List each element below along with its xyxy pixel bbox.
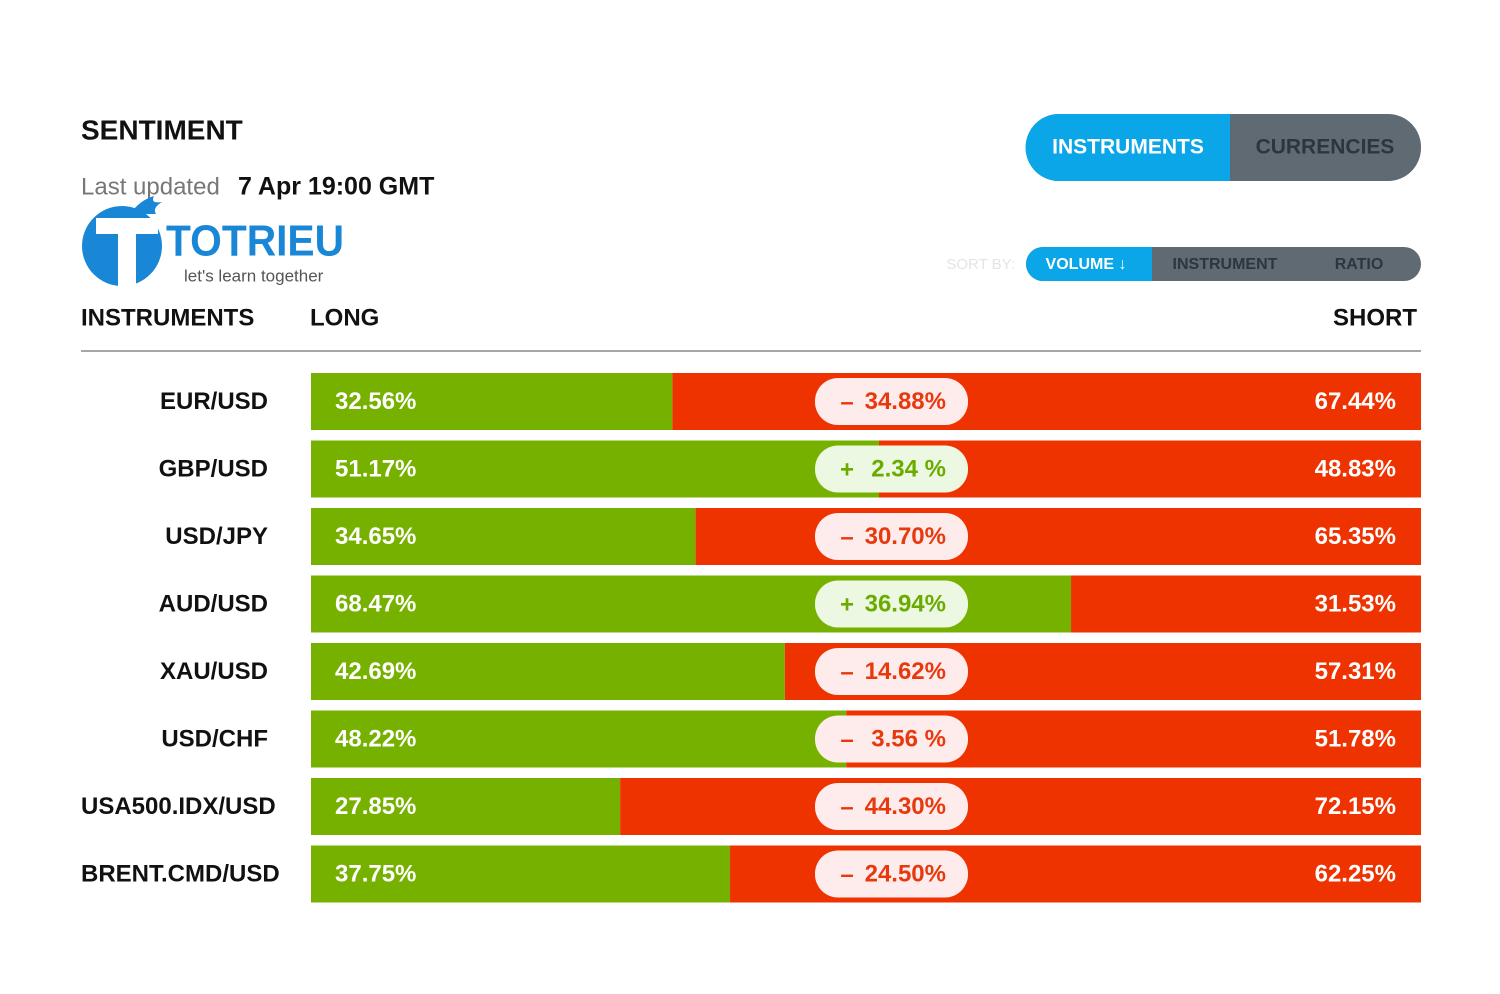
sort-option[interactable]: VOLUME ↓	[1046, 256, 1127, 273]
tab[interactable]: INSTRUMENTS	[1052, 136, 1204, 159]
sort-active-bg	[1026, 247, 1152, 281]
instrument-name: XAU/USD	[160, 658, 268, 685]
short-label: 67.44%	[1315, 388, 1396, 415]
instrument-name: USA500.IDX/USD	[81, 793, 276, 820]
logo-tagline: let's learn together	[184, 266, 324, 285]
column-header: LONG	[310, 304, 379, 331]
change-value: 44.30%	[865, 793, 946, 820]
change-value: 30.70%	[865, 523, 946, 550]
long-bar	[311, 845, 731, 903]
short-bar	[620, 778, 1421, 835]
change-sign: –	[840, 659, 853, 686]
long-label: 32.56%	[335, 388, 416, 415]
sort-option[interactable]: INSTRUMENT	[1173, 256, 1278, 273]
change-sign: –	[840, 726, 853, 753]
long-bar	[311, 778, 621, 835]
long-label: 37.75%	[335, 860, 416, 887]
tab-active-bg	[1025, 114, 1230, 181]
long-label: 68.47%	[335, 590, 416, 617]
sort-option[interactable]: RATIO	[1335, 256, 1384, 273]
change-value: 24.50%	[865, 860, 946, 887]
updated-label: Last updated	[81, 173, 220, 200]
change-pill	[815, 513, 968, 560]
long-bar	[311, 373, 673, 430]
tab[interactable]: CURRENCIES	[1256, 136, 1395, 159]
change-value: 2.34 %	[871, 455, 946, 482]
long-bar	[311, 710, 847, 768]
instrument-name: EUR/USD	[160, 388, 268, 415]
change-sign: +	[840, 591, 854, 618]
logo-t	[96, 218, 158, 286]
change-sign: +	[840, 456, 854, 483]
change-sign: –	[840, 524, 853, 551]
short-bar	[672, 373, 1421, 430]
logo-flame	[130, 196, 162, 214]
short-label: 72.15%	[1315, 793, 1396, 820]
change-sign: –	[840, 389, 853, 416]
sort-label: SORT BY:	[946, 256, 1015, 273]
sort-bar: SORT BY: VOLUME ↓ INSTRUMENT RATIO	[946, 247, 1421, 281]
short-label: 51.78%	[1315, 725, 1396, 752]
change-value: 34.88%	[865, 388, 946, 415]
short-label: 57.31%	[1315, 658, 1396, 685]
logo-name: TOTRIEU	[166, 217, 344, 266]
change-pill	[815, 783, 968, 830]
change-pill	[815, 648, 968, 695]
instrument-name: AUD/USD	[159, 590, 268, 617]
change-sign: –	[840, 794, 853, 821]
long-bar	[311, 440, 879, 498]
instrument-name: BRENT.CMD/USD	[81, 860, 280, 887]
long-label: 34.65%	[335, 523, 416, 550]
logo: TOTRIEU let's learn together	[82, 196, 344, 286]
short-bar	[1071, 575, 1421, 633]
long-bar	[311, 643, 785, 700]
tabs: INSTRUMENTS CURRENCIES	[1025, 114, 1421, 181]
short-label: 48.83%	[1315, 455, 1396, 482]
instrument-name: GBP/USD	[159, 455, 268, 482]
long-label: 51.17%	[335, 455, 416, 482]
long-label: 48.22%	[335, 725, 416, 752]
change-pill	[815, 850, 968, 898]
instrument-name: USD/JPY	[165, 523, 268, 550]
short-label: 31.53%	[1315, 590, 1396, 617]
updated-time: 7 Apr 19:00 GMT	[238, 173, 434, 201]
short-label: 65.35%	[1315, 523, 1396, 550]
change-value: 36.94%	[865, 590, 946, 617]
long-label: 42.69%	[335, 658, 416, 685]
change-pill	[815, 378, 968, 425]
short-bar	[695, 508, 1421, 565]
change-value: 14.62%	[865, 658, 946, 685]
change-pill	[815, 715, 968, 763]
change-sign: –	[840, 861, 853, 888]
short-label: 62.25%	[1315, 860, 1396, 887]
long-bar	[311, 508, 696, 565]
long-label: 27.85%	[335, 793, 416, 820]
column-header: INSTRUMENTS	[81, 304, 254, 331]
column-header: SHORT	[1333, 304, 1417, 331]
change-value: 3.56 %	[871, 725, 946, 752]
change-pill	[815, 580, 968, 628]
short-bar	[878, 440, 1421, 498]
instrument-name: USD/CHF	[161, 725, 268, 752]
title: SENTIMENT	[81, 114, 243, 145]
change-pill	[815, 445, 968, 493]
